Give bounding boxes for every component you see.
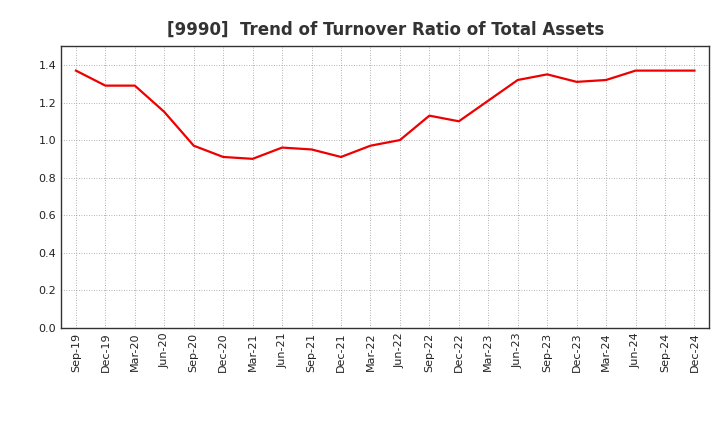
Title: [9990]  Trend of Turnover Ratio of Total Assets: [9990] Trend of Turnover Ratio of Total … <box>166 21 604 39</box>
